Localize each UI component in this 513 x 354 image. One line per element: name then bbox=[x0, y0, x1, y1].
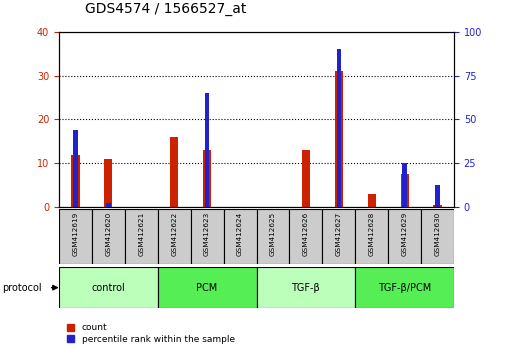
Bar bbox=[401, 174, 409, 207]
Bar bbox=[170, 137, 179, 207]
Text: GSM412623: GSM412623 bbox=[204, 212, 210, 256]
Bar bbox=[125, 209, 158, 264]
Text: TGF-β: TGF-β bbox=[291, 282, 320, 293]
Bar bbox=[203, 150, 211, 207]
Text: TGF-β/PCM: TGF-β/PCM bbox=[378, 282, 431, 293]
Bar bbox=[433, 205, 442, 207]
Bar bbox=[224, 209, 256, 264]
Text: GSM412630: GSM412630 bbox=[435, 212, 441, 256]
Text: GSM412624: GSM412624 bbox=[237, 212, 243, 256]
Bar bbox=[334, 71, 343, 207]
Text: GSM412629: GSM412629 bbox=[402, 212, 408, 256]
Text: GSM412628: GSM412628 bbox=[369, 212, 374, 256]
Bar bbox=[73, 130, 77, 207]
Bar bbox=[256, 267, 355, 308]
Bar bbox=[158, 267, 256, 308]
Bar bbox=[355, 209, 388, 264]
Bar bbox=[402, 163, 407, 207]
Bar bbox=[59, 209, 92, 264]
Bar bbox=[59, 267, 158, 308]
Legend: count, percentile rank within the sample: count, percentile rank within the sample bbox=[64, 320, 239, 348]
Text: GSM412626: GSM412626 bbox=[303, 212, 309, 256]
Bar bbox=[388, 209, 421, 264]
Bar bbox=[256, 209, 289, 264]
Bar bbox=[104, 159, 112, 207]
Bar bbox=[71, 154, 80, 207]
Text: GSM412622: GSM412622 bbox=[171, 212, 177, 256]
Bar bbox=[355, 267, 454, 308]
Bar bbox=[302, 150, 310, 207]
Text: GSM412619: GSM412619 bbox=[72, 212, 78, 256]
Text: GSM412620: GSM412620 bbox=[105, 212, 111, 256]
Bar bbox=[205, 93, 209, 207]
Bar bbox=[158, 209, 191, 264]
Bar bbox=[289, 209, 322, 264]
Bar bbox=[106, 203, 111, 207]
Text: control: control bbox=[91, 282, 125, 293]
Text: PCM: PCM bbox=[196, 282, 218, 293]
Bar bbox=[337, 50, 341, 207]
Text: GDS4574 / 1566527_at: GDS4574 / 1566527_at bbox=[85, 2, 246, 16]
Text: GSM412625: GSM412625 bbox=[270, 212, 276, 256]
Text: GSM412627: GSM412627 bbox=[336, 212, 342, 256]
Bar bbox=[436, 185, 440, 207]
Text: protocol: protocol bbox=[3, 282, 42, 293]
Bar bbox=[421, 209, 454, 264]
Bar bbox=[191, 209, 224, 264]
Text: GSM412621: GSM412621 bbox=[139, 212, 144, 256]
Bar bbox=[322, 209, 355, 264]
Bar bbox=[92, 209, 125, 264]
Bar bbox=[368, 194, 376, 207]
